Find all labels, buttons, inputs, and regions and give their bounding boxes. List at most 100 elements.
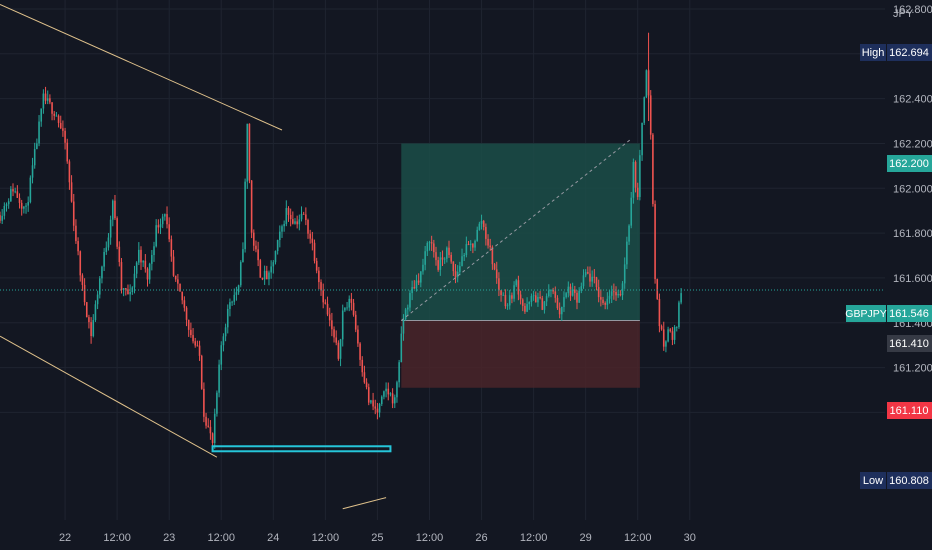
candle-body (283, 223, 285, 227)
candle-body (94, 304, 97, 321)
candle-body (504, 294, 507, 307)
candle-body (14, 191, 16, 193)
candle-body (456, 271, 459, 278)
candle-body (352, 302, 355, 315)
candle-body (459, 266, 461, 272)
candle-body (127, 289, 129, 295)
candle-body (482, 220, 485, 227)
candle-body (92, 320, 95, 337)
candle-body (569, 286, 572, 296)
candle-body (125, 288, 127, 290)
candle-body (200, 355, 203, 389)
candle-body (415, 280, 418, 289)
candle-body (331, 320, 333, 330)
candle-body (489, 245, 492, 248)
candle-body (231, 301, 233, 303)
candle-body (296, 221, 298, 225)
candle-body (474, 240, 476, 248)
candle-body (554, 291, 557, 298)
candle-body (630, 197, 633, 226)
candle-body (18, 197, 21, 203)
candle-body (174, 275, 177, 280)
candle-body (101, 266, 103, 279)
candle-body (298, 219, 301, 225)
candle-body (118, 246, 121, 263)
candle-body (311, 238, 314, 243)
time-tick-label: 12:00 (312, 532, 340, 544)
candle-body (272, 262, 275, 267)
candle-body (248, 123, 251, 181)
candle-body (628, 225, 630, 242)
candle-body (441, 257, 444, 260)
price-tick-label: 162.000 (893, 183, 932, 195)
candle-body (196, 345, 199, 347)
candle-body (49, 98, 51, 103)
candle-body (528, 301, 531, 305)
candle-body (671, 331, 674, 340)
candle-body (289, 214, 292, 220)
candle-body (357, 329, 359, 344)
candle-body (506, 305, 509, 307)
candle-body (556, 297, 559, 309)
candle-body (370, 400, 372, 403)
candle-body (213, 413, 216, 444)
candle-body (541, 298, 544, 310)
candle-body (81, 275, 84, 285)
candle-body (463, 254, 465, 257)
candle-body (428, 242, 431, 244)
candle-body (361, 359, 364, 373)
candle-body (302, 213, 305, 215)
candle-body (44, 93, 47, 101)
candle-body (105, 247, 108, 252)
candle-body (187, 319, 190, 330)
candle-body (183, 300, 186, 308)
candle-body (235, 292, 238, 295)
candle-body (678, 302, 680, 328)
stop-price-tag-bg (887, 402, 932, 419)
candle-body (16, 191, 19, 198)
candle-body (545, 296, 548, 302)
candle-body (70, 182, 73, 202)
candle-body (409, 293, 411, 308)
candle-body (619, 294, 622, 296)
candle-body (539, 296, 541, 299)
candle-body (159, 224, 162, 228)
candle-body (25, 205, 27, 207)
candle-body (511, 295, 513, 299)
candle-body (448, 247, 450, 255)
candle-body (450, 254, 452, 262)
candle-body (524, 305, 526, 312)
candle-body (38, 121, 40, 144)
time-tick-label: 22 (59, 532, 71, 544)
candle-body (641, 122, 643, 156)
high-tag-label: High (862, 47, 885, 59)
candle-body (242, 249, 244, 263)
candle-body (673, 327, 676, 340)
candle-body (433, 243, 435, 253)
upper-trendline (0, 4, 283, 131)
candle-body (660, 326, 663, 330)
candle-body (632, 162, 635, 198)
candle-body (534, 295, 537, 303)
candles (0, 32, 682, 449)
candle-body (276, 240, 279, 252)
candle-body (526, 304, 528, 312)
candle-body (430, 242, 433, 244)
candle-body (582, 275, 585, 287)
candle-body (140, 249, 142, 263)
candle-body (255, 245, 257, 250)
candle-body (57, 115, 60, 123)
candle-body (498, 278, 500, 291)
candle-body (521, 299, 524, 306)
candle-body (485, 226, 487, 239)
candle-body (552, 289, 554, 292)
candle-body (365, 382, 368, 388)
candle-body (246, 123, 249, 182)
candle-body (420, 271, 422, 283)
candle-body (487, 238, 489, 246)
candle-body (680, 293, 682, 303)
candle-body (615, 292, 617, 296)
candle-body (354, 314, 357, 330)
candle-body (90, 322, 92, 337)
